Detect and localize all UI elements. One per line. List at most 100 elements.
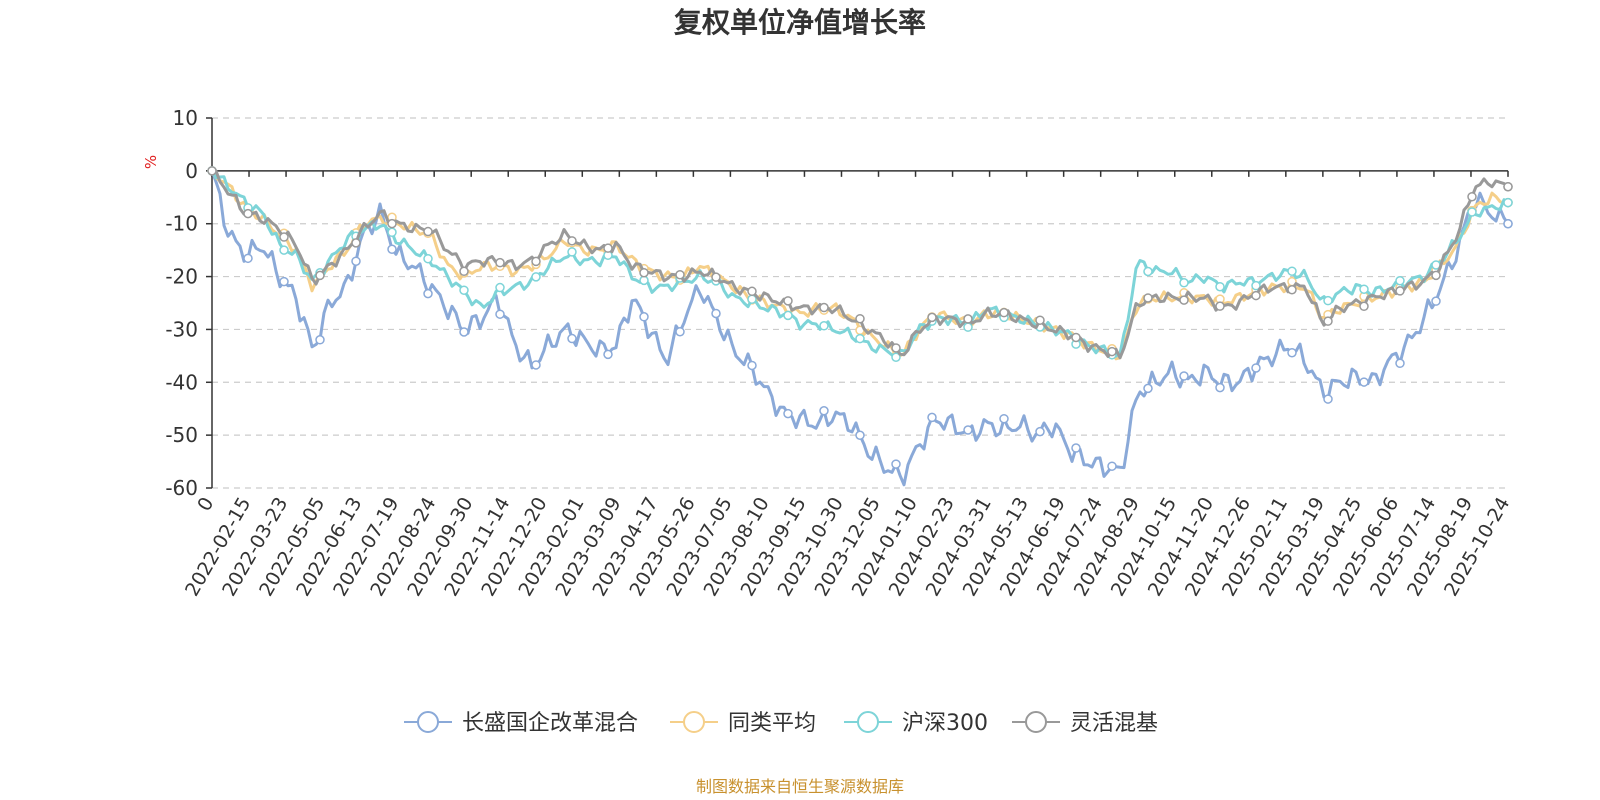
y-tick-label: -60 (165, 476, 198, 500)
series-marker (387, 218, 397, 229)
legend-circle-icon (417, 711, 439, 733)
series-marker (351, 238, 361, 248)
legend-label: 灵活混基 (1070, 711, 1158, 736)
series-marker (315, 270, 325, 281)
legend-circle-icon (1025, 711, 1047, 733)
legend-label: 沪深300 (902, 711, 988, 736)
series-marker (747, 360, 757, 371)
y-tick-label: -20 (165, 265, 198, 289)
series-marker (1395, 275, 1405, 286)
series-marker (1035, 426, 1045, 437)
series-marker (819, 321, 829, 331)
chart-title: 复权单位净值增长率 (674, 6, 926, 39)
series-marker (855, 333, 865, 344)
legend-label: 长盛国企改革混合 (462, 711, 638, 736)
axes: 100-10-20-30-40-50-6002022-02-152022-03-… (165, 106, 1514, 600)
source-note: 制图数据来自恒生聚源数据库 (696, 777, 904, 796)
series-marker (1143, 293, 1153, 303)
series-marker (1467, 207, 1477, 217)
series-marker (495, 282, 505, 293)
series-marker (459, 266, 469, 277)
y-tick-label: -40 (165, 370, 198, 394)
series-marker (315, 335, 325, 345)
series-marker (531, 272, 541, 282)
series-marker (387, 244, 397, 255)
series-marker (1251, 280, 1261, 291)
series-marker (1071, 443, 1081, 453)
series-marker (495, 257, 505, 268)
series-marker (819, 302, 829, 313)
legend-circle-icon (857, 711, 879, 733)
series-marker (1143, 383, 1153, 394)
series-marker (531, 256, 541, 267)
series-marker (603, 349, 613, 360)
legend-item[interactable]: 同类平均 (670, 711, 816, 736)
series-marker (207, 166, 217, 176)
y-tick-label: 0 (185, 159, 198, 183)
series-marker (927, 312, 937, 323)
x-tick-label: 0 (193, 494, 218, 515)
series-marker (1431, 270, 1441, 281)
series-marker (747, 286, 757, 297)
legend-item[interactable]: 沪深300 (844, 711, 988, 736)
series-marker (1395, 358, 1405, 369)
y-tick-label: -10 (165, 212, 198, 236)
series-marker (891, 459, 901, 469)
series-marker (963, 322, 973, 332)
legend-item[interactable]: 灵活混基 (1012, 711, 1158, 736)
series-marker (567, 236, 577, 246)
series-marker (1215, 301, 1225, 311)
series-marker (459, 285, 469, 295)
series-marker (819, 406, 829, 416)
series-marker (567, 247, 577, 257)
series-marker (1395, 286, 1405, 296)
legend-item[interactable]: 长盛国企改革混合 (404, 711, 638, 736)
series-marker (891, 343, 901, 353)
series-marker (783, 310, 793, 321)
series-marker (1179, 277, 1189, 288)
series-marker (855, 430, 865, 441)
series-marker (675, 326, 685, 337)
series-marker (1467, 191, 1477, 202)
y-tick-label: -50 (165, 423, 198, 447)
series-marker (279, 276, 289, 287)
series-marker (423, 253, 433, 264)
series-marker (567, 333, 577, 344)
series-marker (279, 232, 289, 242)
series-marker (1143, 266, 1153, 277)
series-marker (1323, 394, 1333, 404)
series-marker (1215, 281, 1225, 292)
series-marker (243, 253, 253, 264)
series-marker (999, 307, 1009, 318)
series-marker (1323, 316, 1333, 326)
series-marker (639, 275, 649, 286)
legend-circle-icon (683, 711, 705, 733)
series-marker (855, 313, 865, 324)
series-marker (1359, 377, 1369, 387)
series-marker (1251, 290, 1261, 301)
series-marker (1323, 295, 1333, 306)
series-marker (243, 208, 253, 219)
series-marker (1035, 315, 1045, 325)
series-marker (783, 296, 793, 306)
series-marker (1431, 296, 1441, 306)
series-marker (927, 412, 937, 423)
series-marker (1107, 346, 1117, 357)
grid-lines (212, 117, 1508, 489)
series-marker (1359, 284, 1369, 294)
series-marker (1179, 295, 1189, 305)
series-marker (1287, 284, 1297, 295)
series-marker (675, 269, 685, 280)
series-marker (1287, 347, 1297, 358)
series-marker (351, 256, 361, 266)
series-marker (1503, 197, 1513, 208)
series-marker (783, 408, 793, 419)
series-marker (639, 312, 649, 322)
series-marker (531, 360, 541, 370)
series-marker (279, 245, 289, 255)
series-marker (891, 352, 901, 362)
series-marker (603, 243, 613, 253)
series-marker (963, 314, 973, 324)
series-marker (1107, 461, 1117, 471)
